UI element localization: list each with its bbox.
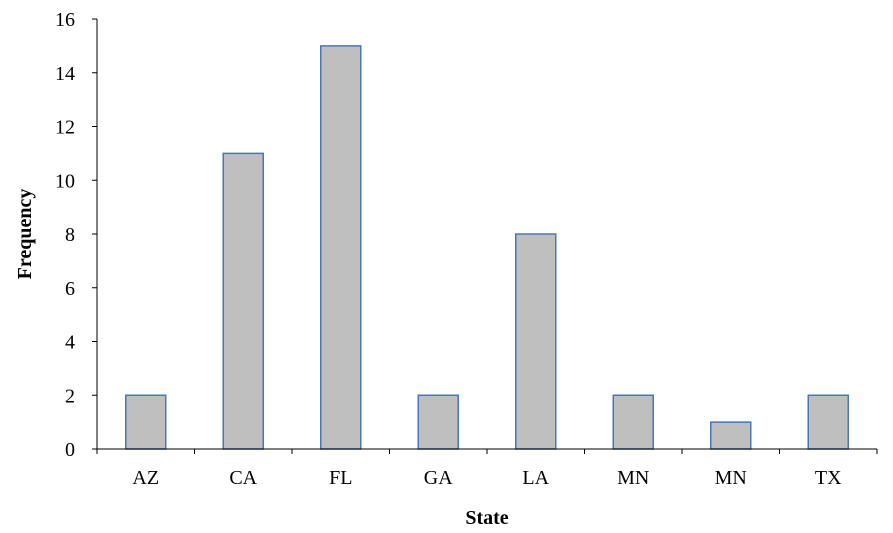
y-tick-label: 14: [55, 63, 75, 85]
y-tick-label: 2: [65, 385, 75, 407]
y-tick-label: 12: [55, 117, 75, 139]
y-axis-ticks: 0 2 4 6 8 10 12 14 16: [55, 9, 878, 461]
x-axis-title: State: [465, 507, 508, 529]
bar-mn: [612, 394, 654, 450]
y-axis-title: Frequency: [14, 189, 36, 280]
y-tick-label: 8: [65, 224, 75, 246]
bar-az: [125, 394, 167, 450]
y-tick-label: 16: [55, 9, 75, 31]
x-tick-label: LA: [522, 467, 549, 489]
y-tick-label: 10: [55, 170, 75, 192]
x-tick-label: MN: [715, 467, 747, 489]
bar-ca: [222, 152, 264, 450]
x-tick-label: MN: [617, 467, 649, 489]
bar-fl: [320, 45, 362, 450]
x-axis-tick-labels: AZ CA FL GA LA MN MN TX: [132, 467, 842, 489]
x-tick-label: TX: [815, 467, 842, 489]
x-tick-label: AZ: [132, 467, 159, 489]
x-tick-label: FL: [329, 467, 352, 489]
bar-mn: [710, 421, 752, 450]
x-tick-label: CA: [229, 467, 257, 489]
y-tick-label: 0: [65, 439, 75, 461]
bar-tx: [807, 394, 849, 450]
x-tick-label: GA: [424, 467, 453, 489]
y-tick-label: 4: [65, 332, 75, 354]
bar-la: [515, 233, 557, 450]
y-tick-label: 6: [65, 278, 75, 300]
bar-ga: [417, 394, 459, 450]
bars: [125, 45, 849, 450]
